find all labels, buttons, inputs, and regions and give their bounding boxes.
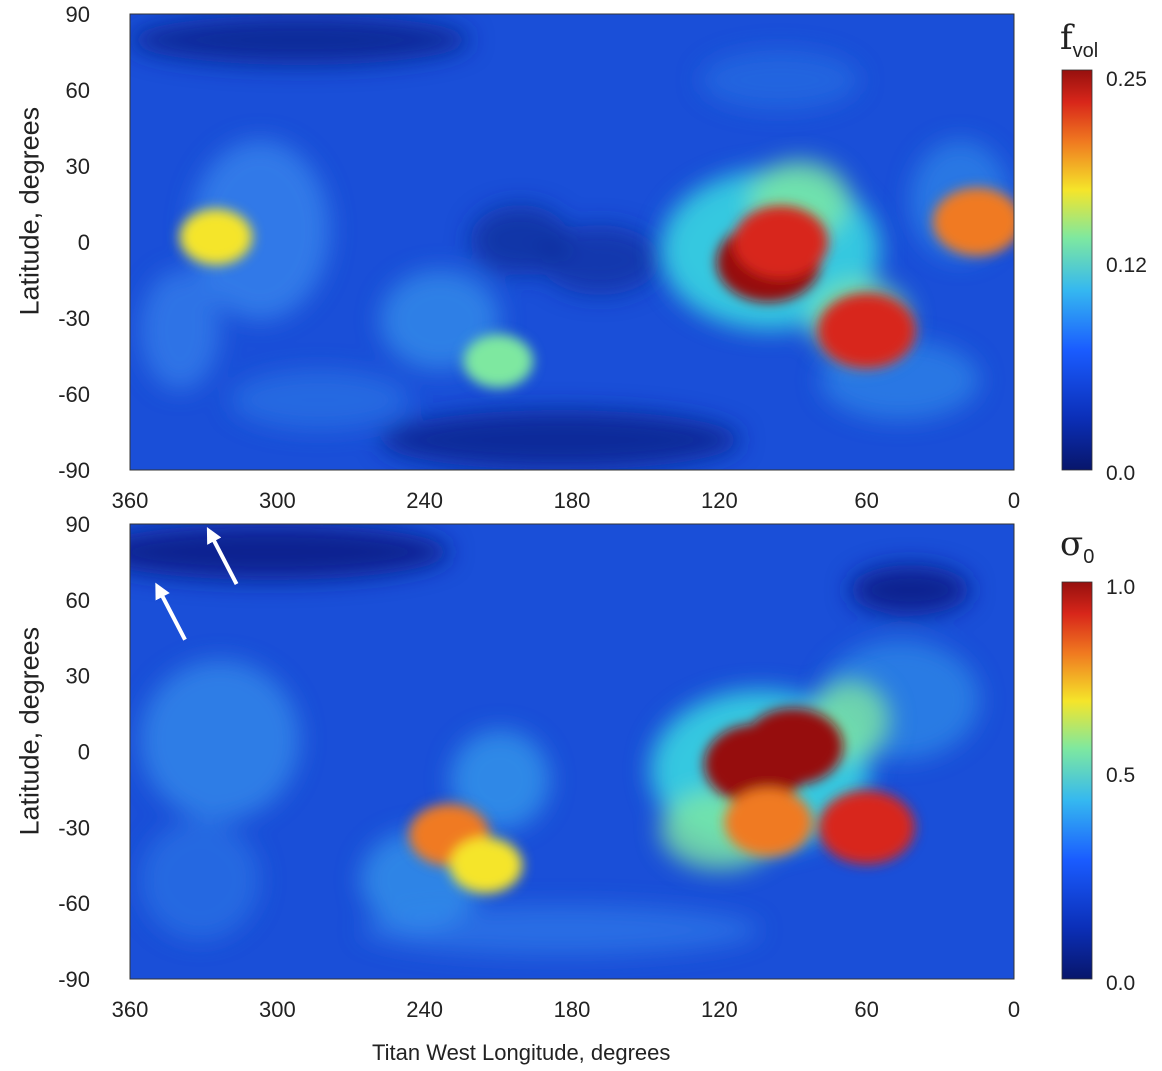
- y-tick-label: 0: [78, 740, 90, 765]
- x-tick-label: 300: [259, 488, 296, 513]
- bottom-map-frame: [129, 523, 1015, 980]
- x-axis-label: Titan West Longitude, degrees: [372, 1040, 671, 1065]
- bottom-hotspots: [408, 707, 915, 894]
- hotspot: [463, 334, 534, 388]
- bottom-colorbar-tick-max: 1.0: [1106, 576, 1136, 599]
- hotspot: [932, 187, 1014, 256]
- x-tick-label: 120: [701, 488, 738, 513]
- x-tick-label: 180: [554, 997, 591, 1022]
- x-tick-label: 60: [854, 997, 878, 1022]
- y-tick-label: -60: [58, 382, 90, 407]
- hotspot: [742, 707, 844, 785]
- hotspot: [818, 790, 915, 865]
- top-colorbar: [1061, 69, 1093, 471]
- y-tick-label: -30: [58, 306, 90, 331]
- x-tick-label: 300: [259, 997, 296, 1022]
- bottom-y-axis-label: Latitude, degrees: [14, 626, 45, 836]
- bottom-colorbar: [1061, 581, 1093, 980]
- x-tick-label: 240: [406, 997, 443, 1022]
- x-tick-label: 360: [112, 488, 149, 513]
- top-map-frame: [129, 13, 1015, 471]
- arrow-annotation: [155, 582, 187, 641]
- arrow-annotation: [206, 526, 239, 585]
- y-tick-label: 60: [66, 78, 90, 103]
- bottom-annotations: [155, 526, 239, 641]
- top-colorbar-label: fvol: [1060, 18, 1099, 62]
- x-tick-label: 60: [854, 488, 878, 513]
- x-tick-label: 120: [701, 997, 738, 1022]
- top-y-axis-label: Latitude, degrees: [14, 106, 45, 316]
- x-tick-label: 360: [112, 997, 149, 1022]
- x-tick-label: 0: [1008, 488, 1020, 513]
- y-tick-label: -60: [58, 891, 90, 916]
- y-tick-label: 60: [66, 588, 90, 613]
- bottom-colorbar-label: σ0: [1060, 524, 1095, 568]
- x-tick-label: 180: [554, 488, 591, 513]
- y-tick-label: 90: [66, 512, 90, 537]
- hotspot: [724, 788, 813, 857]
- top-colorbar-tick-mid: 0.12: [1106, 254, 1147, 277]
- hotspot: [733, 205, 829, 279]
- y-tick-label: 30: [66, 664, 90, 689]
- top-colorbar-tick-max: 0.25: [1106, 68, 1147, 91]
- bottom-colorbar-tick-min: 0.0: [1106, 972, 1136, 995]
- hotspot: [449, 837, 523, 894]
- y-tick-label: -90: [58, 458, 90, 483]
- y-tick-label: 0: [78, 230, 90, 255]
- hotspot: [817, 293, 916, 369]
- y-tick-label: 30: [66, 154, 90, 179]
- y-tick-label: -90: [58, 967, 90, 992]
- y-tick-label: 90: [66, 2, 90, 27]
- x-tick-label: 240: [406, 488, 443, 513]
- bottom-colorbar-tick-mid: 0.5: [1106, 764, 1136, 787]
- top-hotspots: [179, 187, 1014, 388]
- y-tick-label: -30: [58, 815, 90, 840]
- top-colorbar-tick-min: 0.0: [1106, 462, 1136, 485]
- x-tick-label: 0: [1008, 997, 1020, 1022]
- hotspot: [179, 208, 253, 265]
- bottom-map: [130, 524, 1014, 979]
- top-map: [130, 14, 1014, 470]
